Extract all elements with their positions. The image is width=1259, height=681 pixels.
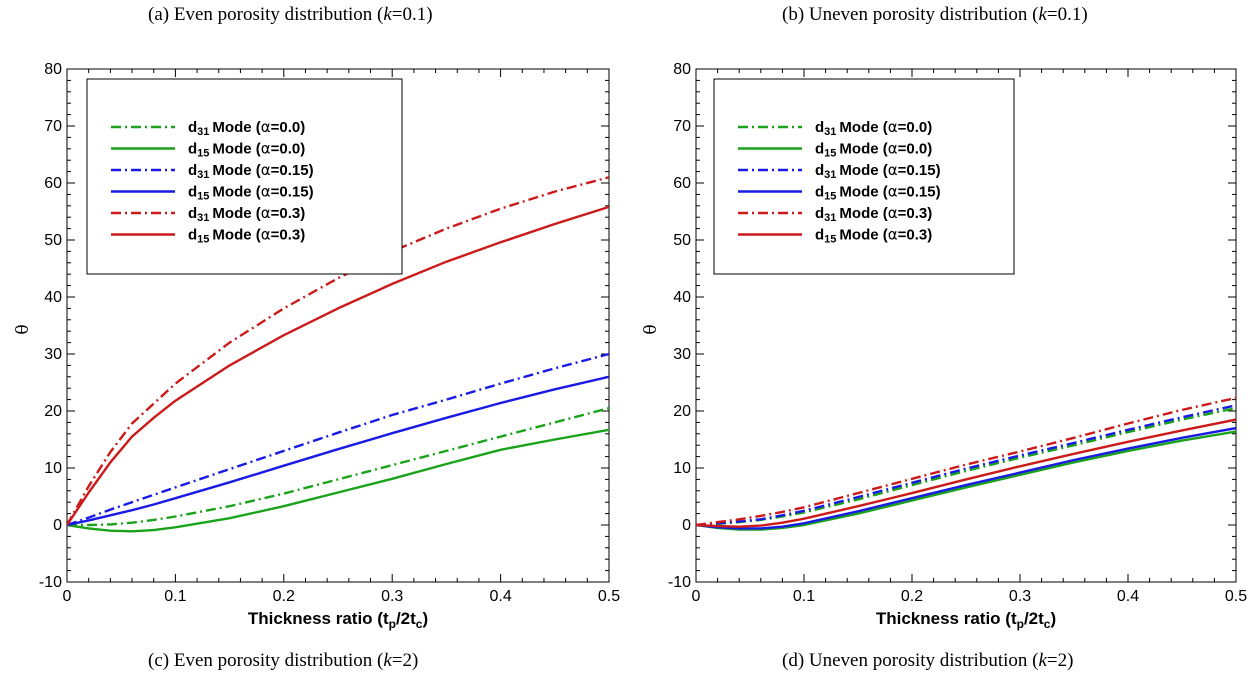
x-tick-label: 0 (63, 588, 72, 605)
x-tick-label: 0.1 (793, 588, 815, 605)
x-tick-label: 0.2 (901, 588, 923, 605)
y-tick-label: 20 (673, 403, 691, 420)
x-tick-label: 0.5 (598, 588, 620, 605)
y-tick-label: 30 (673, 346, 691, 363)
series-line-3 (696, 404, 1236, 527)
y-tick-label: 10 (673, 460, 691, 477)
x-axis-title: Thickness ratio (tp/2tc) (248, 609, 428, 631)
legend-label: d15 Mode (α=0.0) (188, 140, 305, 160)
series-line-4 (67, 375, 609, 527)
y-tick-label: 40 (673, 289, 691, 306)
series-line-1 (67, 406, 609, 527)
x-tick-label: 0.1 (164, 588, 186, 605)
x-tick-label: 0.2 (273, 588, 295, 605)
legend-label: d15 Mode (α=0.15) (188, 183, 314, 203)
legend-label: d31 Mode (α=0.15) (815, 161, 941, 181)
caption-c: (c) Even porosity distribution (k=2) (148, 650, 419, 671)
series-line-6 (67, 205, 609, 526)
x-tick-label: 0.5 (1225, 588, 1247, 605)
y-tick-label: 70 (673, 118, 691, 135)
legend-box (713, 78, 1015, 275)
y-tick-label: 60 (44, 175, 62, 192)
y-tick-label: 40 (44, 289, 62, 306)
legend-label: d15 Mode (α=0.15) (815, 183, 941, 203)
plot-frame (695, 68, 1237, 583)
legend: d31 Mode (α=0.0)d15 Mode (α=0.0)d31 Mode (α… (86, 78, 403, 275)
series-line-5 (696, 396, 1236, 527)
legend-label: d31 Mode (α=0.15) (188, 161, 314, 181)
legend-box (86, 78, 403, 275)
x-tick-label: 0.4 (1117, 588, 1139, 605)
legend-label: d31 Mode (α=0.3) (188, 204, 305, 224)
legend-label: d15 Mode (α=0.3) (815, 226, 932, 246)
legend: d31 Mode (α=0.0)d15 Mode (α=0.0)d31 Mode (α… (713, 78, 1015, 275)
y-axis-label: θ (13, 324, 33, 334)
series-line-6 (696, 418, 1236, 528)
y-tick-label: -10 (668, 574, 691, 591)
legend-label: d31 Mode (α=0.0) (815, 118, 932, 138)
y-tick-label: 0 (53, 517, 62, 534)
y-tick-label: 0 (682, 517, 691, 534)
y-tick-label: 50 (44, 232, 62, 249)
y-tick-label: 30 (44, 346, 62, 363)
x-tick-label: 0 (692, 588, 701, 605)
y-tick-label: 50 (673, 232, 691, 249)
y-tick-label: 80 (44, 61, 62, 78)
x-tick-label: 0.3 (381, 588, 403, 605)
x-tick-label: 0.3 (1009, 588, 1031, 605)
legend-label: d15 Mode (α=0.0) (815, 140, 932, 160)
x-tick-label: 0.4 (489, 588, 511, 605)
series-line-5 (67, 176, 609, 526)
series-line-3 (67, 352, 609, 527)
plot-frame (66, 68, 610, 583)
legend-label: d31 Mode (α=0.3) (815, 204, 932, 224)
legend-label: d15 Mode (α=0.3) (188, 226, 305, 246)
y-tick-label: 60 (673, 175, 691, 192)
caption-b: (b) Uneven porosity distribution (k=0.1) (782, 4, 1088, 25)
x-axis-title: Thickness ratio (tp/2tc) (876, 609, 1056, 631)
y-axis-label: θ (641, 324, 661, 334)
y-tick-label: 70 (44, 118, 62, 135)
caption-a: (a) Even porosity distribution (k=0.1) (148, 4, 433, 25)
y-tick-label: 80 (673, 61, 691, 78)
legend-label: d31 Mode (α=0.0) (188, 118, 305, 138)
caption-d: (d) Uneven porosity distribution (k=2) (782, 650, 1074, 671)
series-line-4 (696, 426, 1236, 530)
y-tick-label: 20 (44, 403, 62, 420)
y-tick-label: 10 (44, 460, 62, 477)
series-line-2 (67, 428, 609, 533)
series-line-1 (696, 406, 1236, 527)
y-tick-label: -10 (39, 574, 62, 591)
